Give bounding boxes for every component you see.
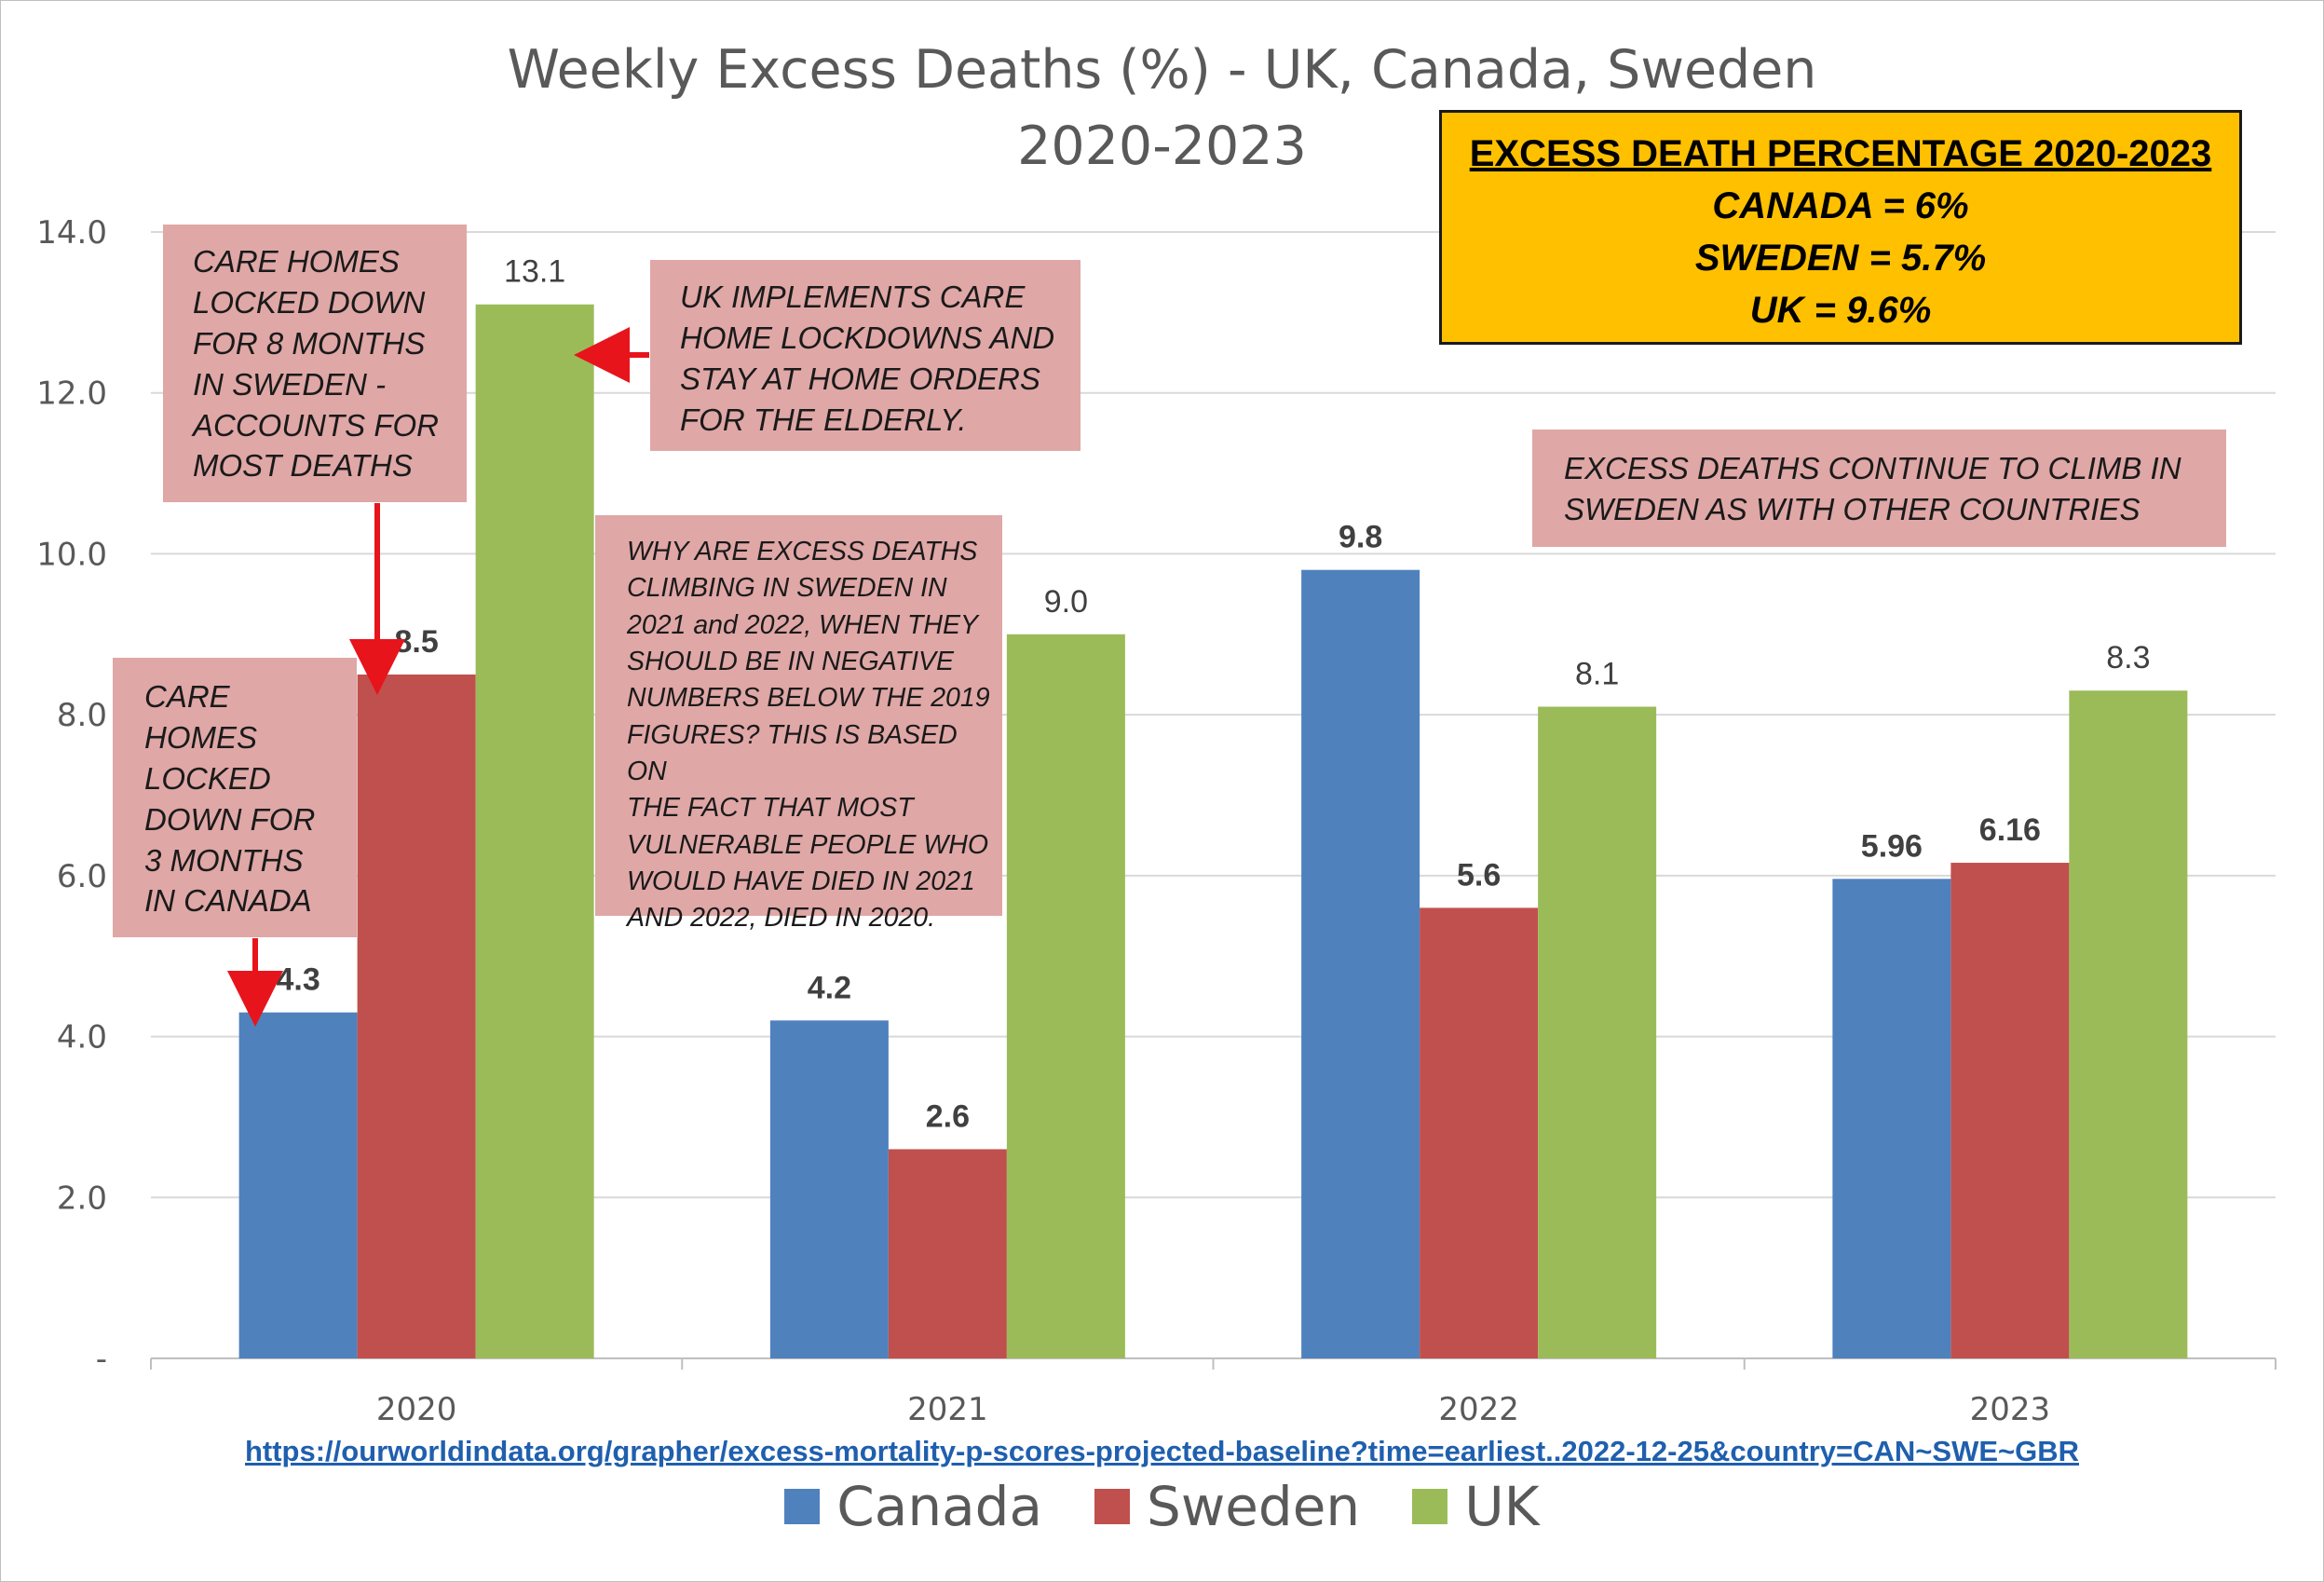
bar-uk bbox=[1006, 634, 1125, 1358]
note-line: ACCOUNTS FOR bbox=[193, 407, 439, 443]
note-line: WOULD HAVE DIED IN 2021 bbox=[627, 866, 975, 896]
summary-box: EXCESS DEATH PERCENTAGE 2020-2023 CANADA… bbox=[1439, 110, 2242, 345]
summary-heading: EXCESS DEATH PERCENTAGE 2020-2023 bbox=[1469, 133, 2212, 174]
bar-uk bbox=[1538, 706, 1657, 1358]
x-axis-ticks: 2020 2021 2022 2023 bbox=[150, 1358, 2276, 1428]
note-line: SWEDEN AS WITH OTHER COUNTRIES bbox=[1564, 491, 2141, 526]
data-label: 4.3 bbox=[276, 962, 319, 998]
data-label: 9.0 bbox=[1044, 584, 1088, 620]
note-canada-care-homes: CARE HOMES LOCKED DOWN FOR 3 MONTHS IN C… bbox=[113, 658, 357, 937]
note-line: WHY ARE EXCESS DEATHS bbox=[627, 537, 978, 566]
note-line: HOME LOCKDOWNS AND bbox=[680, 320, 1055, 355]
note-line: CARE HOMES bbox=[193, 244, 400, 279]
bar-sweden bbox=[1420, 907, 1539, 1358]
chart-subtitle: 2020-2023 bbox=[1017, 116, 1307, 177]
data-label: 5.96 bbox=[1861, 828, 1923, 864]
data-label: 8.5 bbox=[394, 624, 438, 660]
bars: 4.3 8.5 13.1 4.2 2.6 9.0 9.8 5.6 8.1 5.96 6.16 8.3 bbox=[238, 254, 2188, 1358]
chart-title: Weekly Excess Deaths (%) - UK, Canada, S… bbox=[507, 39, 1817, 101]
data-label: 6.16 bbox=[1979, 812, 2041, 848]
bar-uk bbox=[2069, 690, 2188, 1358]
x-tick-label: 2023 bbox=[1970, 1391, 2051, 1428]
note-line: AND 2022, DIED IN 2020. bbox=[627, 903, 936, 934]
bar-sweden bbox=[357, 674, 476, 1358]
y-tick-label: 12.0 bbox=[36, 375, 107, 413]
bar-sweden bbox=[888, 1149, 1007, 1358]
y-tick-label: 8.0 bbox=[57, 697, 107, 734]
note-line: HOMES bbox=[144, 719, 258, 755]
note-line: IN CANADA bbox=[144, 883, 312, 919]
legend-label-sweden: Sweden bbox=[1147, 1475, 1361, 1538]
note-line: 3 MONTHS bbox=[144, 842, 304, 878]
note-line: FIGURES? THIS IS BASED ON bbox=[627, 719, 958, 786]
bar-canada bbox=[1301, 569, 1420, 1358]
summary-sweden: SWEDEN = 5.7% bbox=[1694, 238, 1987, 279]
note-line: 2021 and 2022, WHEN THEY bbox=[627, 609, 979, 640]
bar-canada bbox=[769, 1020, 889, 1358]
y-axis-ticks: - 2.0 4.0 6.0 8.0 10.0 12.0 14.0 bbox=[36, 214, 107, 1378]
note-continue-climb: EXCESS DEATHS CONTINUE TO CLIMB IN SWEDE… bbox=[1532, 430, 2226, 547]
legend: Canada Sweden UK bbox=[0, 1475, 2324, 1538]
note-line: DOWN FOR bbox=[144, 801, 316, 837]
note-line: CLIMBING IN SWEDEN IN bbox=[627, 573, 947, 604]
note-line: UK IMPLEMENTS CARE bbox=[680, 280, 1026, 314]
note-line: VULNERABLE PEOPLE WHO bbox=[627, 829, 989, 860]
legend-item-uk: UK bbox=[1412, 1475, 1540, 1538]
data-label: 8.1 bbox=[1575, 657, 1619, 692]
note-line: SHOULD BE IN NEGATIVE bbox=[627, 646, 955, 676]
legend-item-sweden: Sweden bbox=[1094, 1475, 1360, 1538]
note-line: MOST DEATHS bbox=[193, 448, 413, 484]
summary-canada: CANADA = 6% bbox=[1712, 185, 1969, 226]
note-line: THE FACT THAT MOST bbox=[627, 793, 914, 824]
y-tick-label: - bbox=[96, 1341, 107, 1378]
note-sweden-care-homes: CARE HOMES LOCKED DOWN FOR 8 MONTHS IN S… bbox=[163, 225, 467, 502]
legend-label-canada: Canada bbox=[836, 1475, 1042, 1538]
note-line: CARE bbox=[144, 679, 230, 714]
legend-item-canada: Canada bbox=[784, 1475, 1042, 1538]
data-label: 8.3 bbox=[2106, 640, 2150, 675]
note-uk-care-homes: UK IMPLEMENTS CARE HOME LOCKDOWNS AND ST… bbox=[650, 260, 1080, 451]
note-line: NUMBERS BELOW THE 2019 bbox=[627, 683, 990, 714]
note-why-climbing: WHY ARE EXCESS DEATHS CLIMBING IN SWEDEN… bbox=[595, 515, 1002, 933]
bar-sweden bbox=[1950, 863, 2070, 1358]
note-line: FOR THE ELDERLY. bbox=[680, 402, 967, 437]
note-line: LOCKED bbox=[144, 760, 271, 796]
y-tick-label: 14.0 bbox=[36, 214, 107, 252]
data-label: 5.6 bbox=[1457, 857, 1501, 893]
y-tick-label: 6.0 bbox=[57, 858, 107, 895]
legend-swatch-sweden bbox=[1094, 1489, 1130, 1524]
x-tick-label: 2022 bbox=[1438, 1391, 1519, 1428]
data-label: 9.8 bbox=[1339, 520, 1382, 555]
legend-label-uk: UK bbox=[1464, 1475, 1540, 1538]
y-tick-label: 10.0 bbox=[36, 536, 107, 573]
source-link[interactable]: https://ourworldindata.org/grapher/exces… bbox=[244, 1435, 2080, 1467]
x-tick-label: 2021 bbox=[907, 1391, 988, 1428]
note-line: EXCESS DEATHS CONTINUE TO CLIMB IN bbox=[1564, 451, 2181, 485]
y-tick-label: 4.0 bbox=[57, 1019, 107, 1057]
summary-uk: UK = 9.6% bbox=[1749, 290, 1932, 331]
legend-swatch-canada bbox=[784, 1489, 821, 1524]
bar-canada bbox=[238, 1012, 358, 1358]
x-tick-label: 2020 bbox=[376, 1391, 457, 1428]
data-label: 2.6 bbox=[926, 1098, 970, 1134]
data-label: 13.1 bbox=[504, 254, 565, 290]
bar-canada bbox=[1832, 879, 1951, 1358]
note-line: IN SWEDEN - bbox=[193, 366, 387, 402]
note-line: STAY AT HOME ORDERS bbox=[680, 361, 1040, 396]
data-label: 4.2 bbox=[808, 970, 851, 1005]
note-line: FOR 8 MONTHS bbox=[193, 325, 426, 361]
bar-uk bbox=[475, 304, 594, 1358]
note-line: LOCKED DOWN bbox=[193, 284, 426, 320]
annotation-arrows bbox=[227, 327, 649, 1027]
legend-swatch-uk bbox=[1412, 1489, 1448, 1524]
y-tick-label: 2.0 bbox=[57, 1180, 107, 1217]
